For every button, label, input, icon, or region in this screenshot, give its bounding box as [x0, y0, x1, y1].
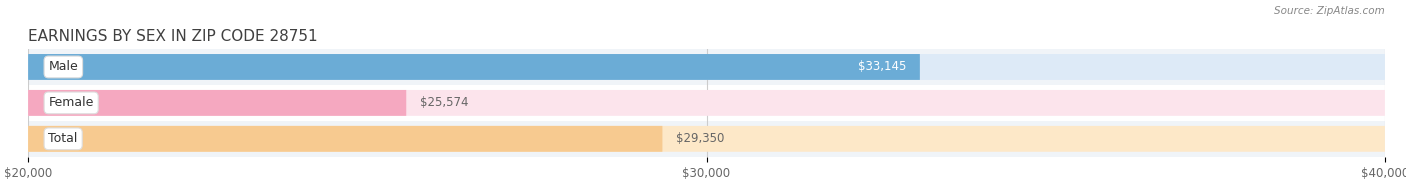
Text: $29,350: $29,350	[676, 132, 724, 145]
FancyBboxPatch shape	[28, 49, 1385, 85]
Text: Source: ZipAtlas.com: Source: ZipAtlas.com	[1274, 6, 1385, 16]
Text: EARNINGS BY SEX IN ZIP CODE 28751: EARNINGS BY SEX IN ZIP CODE 28751	[28, 29, 318, 44]
FancyBboxPatch shape	[28, 54, 920, 80]
FancyBboxPatch shape	[28, 126, 1385, 152]
FancyBboxPatch shape	[28, 85, 1385, 121]
Text: Total: Total	[48, 132, 77, 145]
Text: $33,145: $33,145	[858, 61, 907, 74]
Text: $25,574: $25,574	[420, 96, 468, 109]
FancyBboxPatch shape	[28, 126, 662, 152]
FancyBboxPatch shape	[28, 90, 1385, 116]
FancyBboxPatch shape	[28, 90, 406, 116]
FancyBboxPatch shape	[28, 54, 1385, 80]
Text: Female: Female	[48, 96, 94, 109]
FancyBboxPatch shape	[28, 121, 1385, 157]
Text: Male: Male	[48, 61, 79, 74]
